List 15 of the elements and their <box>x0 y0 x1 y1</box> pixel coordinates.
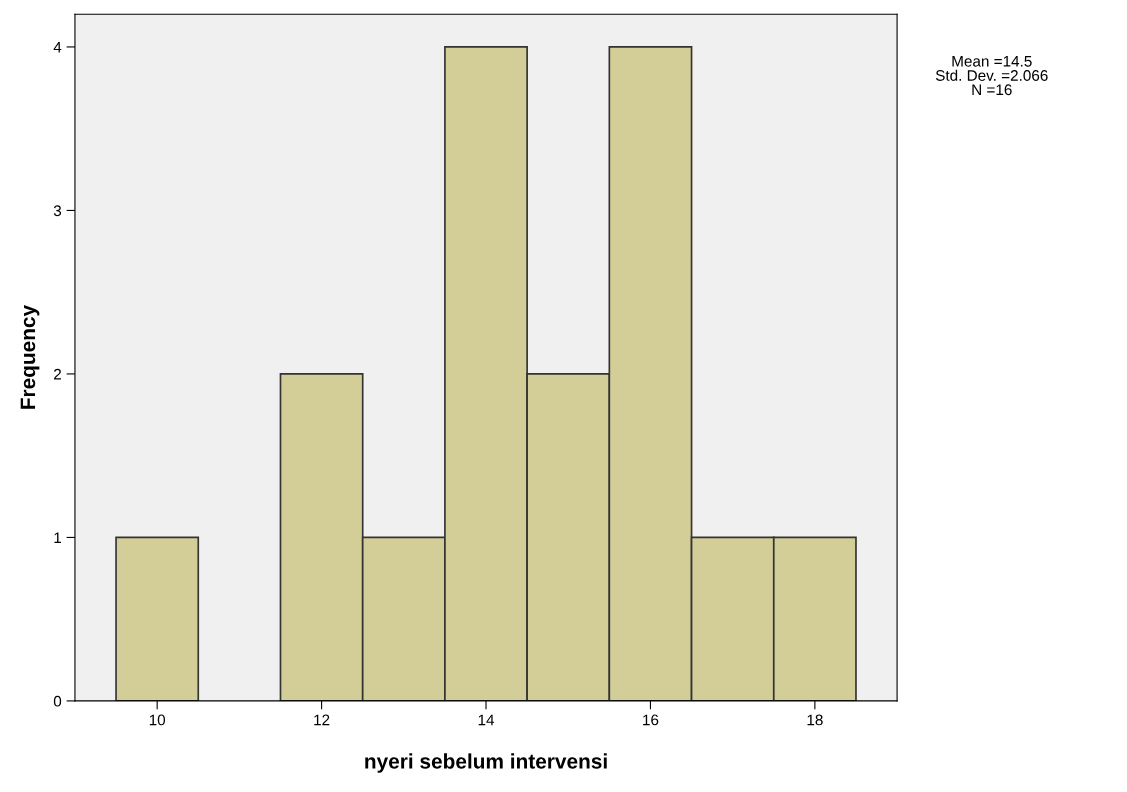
x-tick-label: 12 <box>314 714 330 726</box>
y-tick-label: 4 <box>53 41 62 53</box>
y-axis-title: Frequency <box>20 305 40 409</box>
x-tick-label: 18 <box>807 714 823 726</box>
x-tick-label: 10 <box>149 714 166 726</box>
y-tick-label: 0 <box>53 695 62 707</box>
y-tick-label: 1 <box>54 532 62 543</box>
text: N =16 <box>972 84 1012 96</box>
x-axis-title: nyeri sebelum intervensi <box>365 753 607 773</box>
text: Mean =14.5 <box>952 56 1032 67</box>
y-tick-label: 3 <box>53 205 62 217</box>
x-tick-label: 16 <box>643 714 659 726</box>
text: Std. Dev. =2.066 <box>935 69 1048 81</box>
x-tick-label: 14 <box>478 714 495 726</box>
y-tick-label: 2 <box>54 368 61 380</box>
